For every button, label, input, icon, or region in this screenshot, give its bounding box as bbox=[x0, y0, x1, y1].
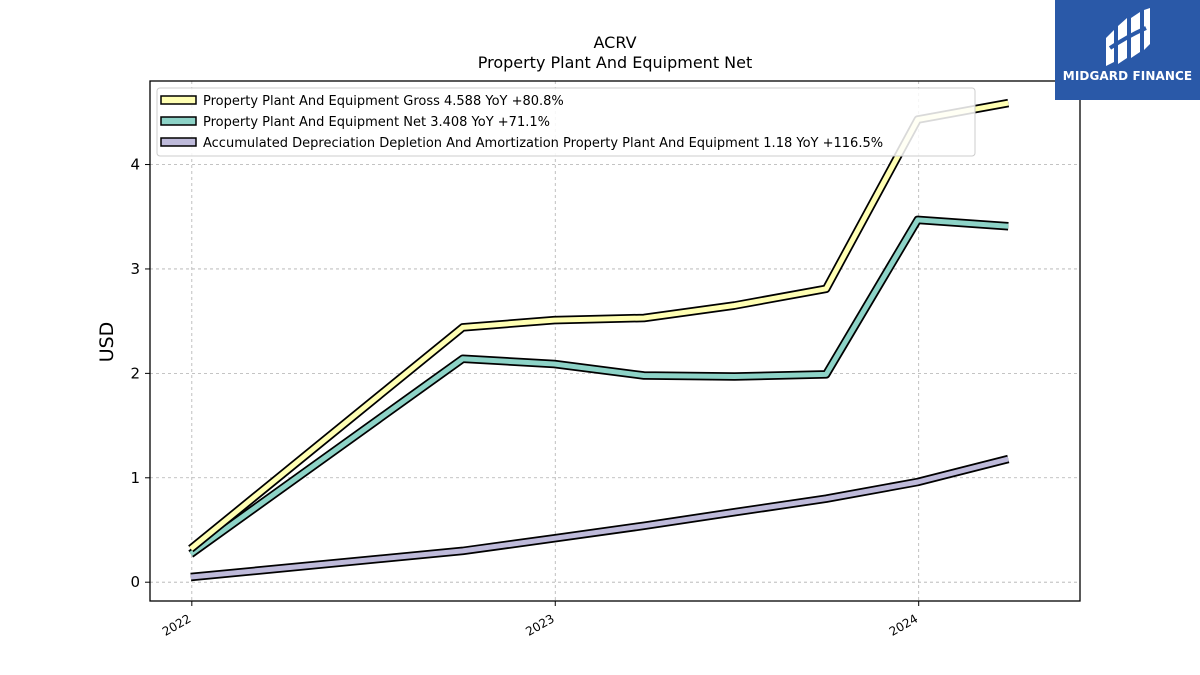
legend-frame bbox=[156, 87, 976, 157]
chart-title: ACRV bbox=[593, 33, 636, 52]
y-tick-label: 4 bbox=[130, 156, 140, 174]
midgard-logo-icon bbox=[1106, 8, 1150, 66]
midgard-finance-logo: MIDGARD FINANCE bbox=[1055, 0, 1200, 100]
legend-entry: Accumulated Depreciation Depletion And A… bbox=[203, 136, 883, 151]
y-tick-label: 3 bbox=[130, 260, 140, 278]
series-line-1 bbox=[189, 217, 1009, 557]
legend-swatch bbox=[160, 116, 197, 126]
plot-frame bbox=[149, 80, 1081, 602]
y-tick-label: 0 bbox=[130, 573, 140, 591]
legend-swatch bbox=[160, 95, 197, 105]
series-line-2 bbox=[190, 456, 1009, 580]
legend-swatch bbox=[160, 137, 197, 147]
legend-entry: Property Plant And Equipment Net 3.408 Y… bbox=[203, 115, 550, 130]
y-axis-label: USD bbox=[96, 322, 118, 363]
legend: Property Plant And Equipment Gross 4.588… bbox=[156, 87, 976, 157]
chart-subtitle: Property Plant And Equipment Net bbox=[478, 53, 753, 72]
logo-text: MIDGARD FINANCE bbox=[1062, 69, 1193, 83]
y-tick-label: 2 bbox=[130, 364, 140, 382]
y-tick-label: 1 bbox=[130, 469, 140, 487]
legend-entry: Property Plant And Equipment Gross 4.588… bbox=[203, 94, 564, 109]
